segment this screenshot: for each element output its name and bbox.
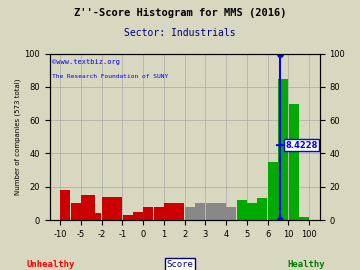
Bar <box>247 203 257 220</box>
Text: Score: Score <box>167 260 193 269</box>
Bar <box>154 207 164 220</box>
Bar <box>206 203 216 220</box>
Text: Healthy: Healthy <box>287 260 325 269</box>
Bar <box>272 203 276 220</box>
Bar <box>257 198 267 220</box>
Text: ©www.textbiz.org: ©www.textbiz.org <box>53 59 121 65</box>
Bar <box>185 207 195 220</box>
Bar <box>268 203 271 220</box>
Text: The Research Foundation of SUNY: The Research Foundation of SUNY <box>53 74 169 79</box>
Bar <box>278 79 288 220</box>
Bar <box>284 207 288 220</box>
Bar <box>143 207 153 220</box>
Bar <box>216 203 226 220</box>
Bar <box>164 203 174 220</box>
Bar <box>88 195 95 220</box>
Y-axis label: Number of companies (573 total): Number of companies (573 total) <box>15 79 22 195</box>
Bar <box>289 103 298 220</box>
Bar <box>280 203 284 220</box>
Bar <box>299 217 309 220</box>
Bar <box>123 215 132 220</box>
Bar <box>195 203 205 220</box>
Bar <box>133 212 143 220</box>
Bar <box>175 203 184 220</box>
Bar <box>95 213 102 220</box>
Bar <box>237 200 247 220</box>
Bar <box>60 190 70 220</box>
Bar <box>226 207 236 220</box>
Text: Sector: Industrials: Sector: Industrials <box>124 28 236 38</box>
Bar <box>81 195 88 220</box>
Bar <box>71 203 81 220</box>
Bar <box>112 197 122 220</box>
Text: Unhealthy: Unhealthy <box>26 260 75 269</box>
Bar <box>102 197 112 220</box>
Bar <box>276 203 280 220</box>
Text: Z''-Score Histogram for MMS (2016): Z''-Score Histogram for MMS (2016) <box>74 8 286 18</box>
Text: 8.4228: 8.4228 <box>285 141 318 150</box>
Bar <box>268 162 278 220</box>
